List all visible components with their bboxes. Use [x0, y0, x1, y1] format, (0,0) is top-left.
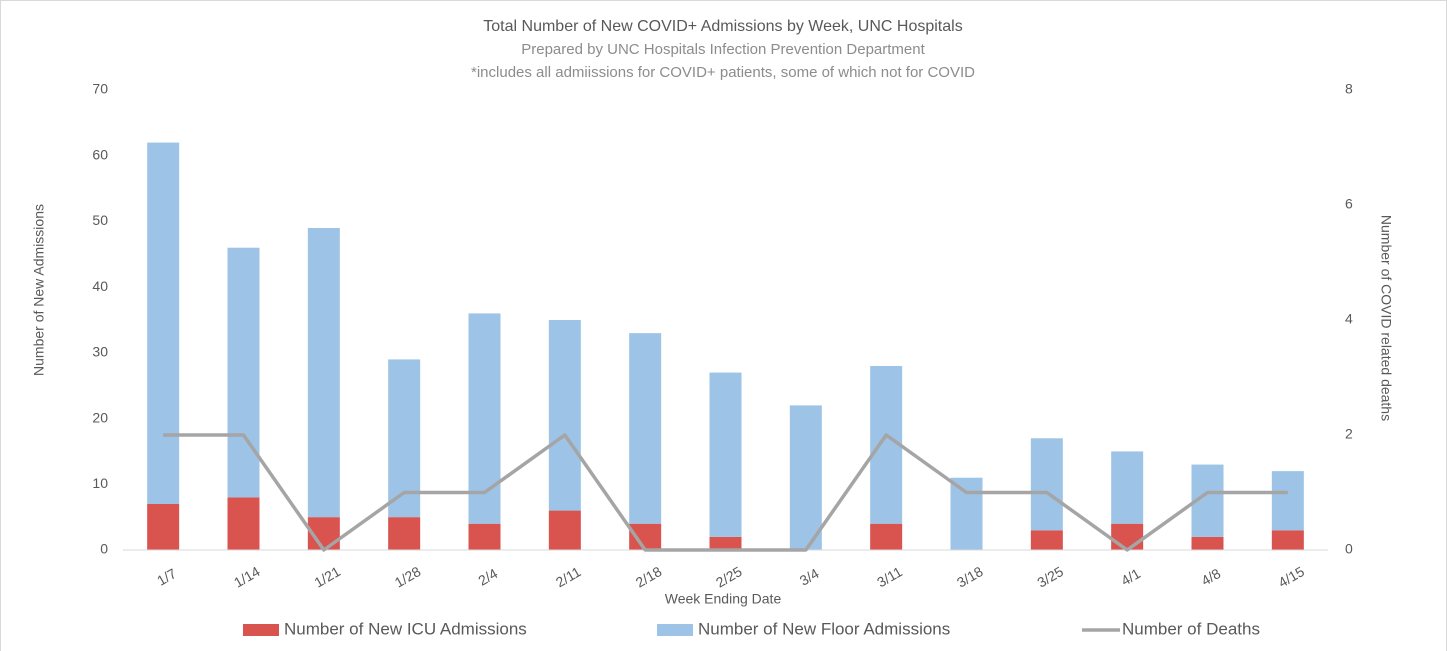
bar [548, 510, 581, 550]
bar [1271, 530, 1304, 550]
x-axis-title: Week Ending Date [665, 591, 782, 607]
bar [709, 372, 742, 537]
bar [468, 523, 501, 550]
bar [548, 320, 581, 511]
legend-label: Number of New ICU Admissions [284, 619, 527, 638]
bar [1271, 471, 1304, 531]
bar [629, 333, 662, 524]
bar [1111, 523, 1144, 550]
y-tick-label: 40 [92, 278, 108, 294]
bar [468, 313, 501, 524]
bar [1191, 536, 1224, 550]
legend-swatch [243, 624, 279, 636]
bar [307, 228, 340, 518]
y2-axis-title: Number of COVID related deaths [1378, 215, 1394, 421]
chart-subtitle: Prepared by UNC Hospitals Infection Prev… [521, 41, 925, 58]
legend-label: Number of New Floor Admissions [698, 619, 950, 638]
y-tick-label: 50 [92, 212, 108, 228]
bar [388, 517, 421, 550]
y-axis-title: Number of New Admissions [31, 204, 47, 376]
chart-title: Total Number of New COVID+ Admissions by… [483, 18, 962, 35]
y-tick-label: 30 [92, 344, 108, 360]
y-tick-label: 60 [92, 146, 108, 162]
bar [870, 366, 903, 524]
y2-tick-label: 8 [1345, 81, 1353, 97]
y-tick-label: 70 [92, 81, 108, 97]
bar [227, 497, 260, 550]
bar [870, 523, 903, 550]
bar [1030, 438, 1063, 531]
y2-tick-label: 2 [1345, 426, 1353, 442]
bar [950, 477, 983, 550]
chart-note: *includes all admiissions for COVID+ pat… [471, 64, 975, 81]
y2-tick-label: 6 [1345, 196, 1353, 212]
bar [709, 536, 742, 550]
bar [227, 247, 260, 498]
y-tick-label: 20 [92, 409, 108, 425]
y2-tick-label: 0 [1345, 541, 1353, 557]
bar [789, 405, 822, 550]
line [163, 433, 1288, 552]
bar [1111, 451, 1144, 524]
bar [1030, 530, 1063, 550]
y-tick-label: 0 [100, 541, 108, 557]
bar [147, 504, 180, 550]
legend-label: Number of Deaths [1122, 619, 1260, 638]
bar [147, 142, 180, 505]
legend-swatch [657, 624, 693, 636]
y-tick-label: 10 [92, 475, 108, 491]
y2-tick-label: 4 [1345, 311, 1353, 327]
